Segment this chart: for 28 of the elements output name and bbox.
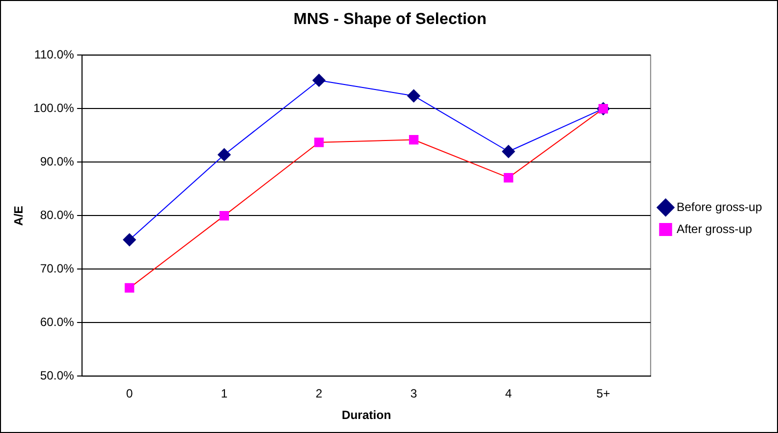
y-tick-label: 60.0% <box>40 315 74 330</box>
x-axis-title: Duration <box>342 408 392 422</box>
y-axis-title: A/E <box>12 206 26 226</box>
x-tick-label: 1 <box>220 386 228 401</box>
x-tick-label: 0 <box>126 386 134 401</box>
point <box>122 233 136 246</box>
x-tick-label: 4 <box>505 386 512 401</box>
y-tick-label: 50.0% <box>40 368 74 383</box>
point <box>218 148 231 162</box>
legend-label: Before gross-up <box>676 200 762 214</box>
point <box>124 283 134 293</box>
x-tick-label: 3 <box>410 386 418 401</box>
point <box>314 138 324 148</box>
x-tick-label: 5+ <box>596 386 610 401</box>
point <box>408 134 418 144</box>
point <box>502 145 515 158</box>
y-tick-label: 80.0% <box>40 208 74 222</box>
legend-label: After gross-up <box>676 222 752 236</box>
chart-title: MNS - Shape of Selection <box>294 11 486 28</box>
y-tick-label: 100.0% <box>33 101 74 116</box>
y-tick-label: 110.0% <box>34 48 74 62</box>
y-tick-label: 90.0% <box>40 154 74 169</box>
x-tick-label: 2 <box>316 386 323 401</box>
y-tick-label: 70.0% <box>40 262 74 276</box>
point <box>312 74 326 87</box>
point <box>504 172 514 182</box>
point <box>219 210 229 220</box>
point <box>407 89 420 102</box>
